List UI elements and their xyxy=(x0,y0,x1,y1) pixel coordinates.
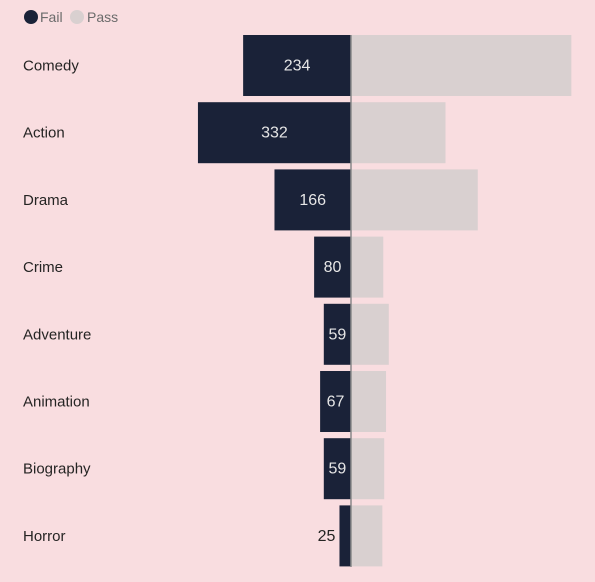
legend-marker-pass xyxy=(70,10,84,24)
bar-pass-crime xyxy=(351,236,384,298)
category-label: Adventure xyxy=(23,326,91,343)
bar-pass-adventure xyxy=(351,303,389,365)
bar-fail-horror xyxy=(339,505,351,567)
legend-marker-fail xyxy=(24,10,38,24)
category-label: Crime xyxy=(23,259,63,276)
data-label: 166 xyxy=(299,192,326,209)
legend-label-pass: Pass xyxy=(87,9,118,25)
bar-fail-comedy xyxy=(243,35,351,96)
bar-fail-animation xyxy=(320,371,351,432)
data-label: 234 xyxy=(284,58,311,75)
bar-pass-horror xyxy=(351,505,383,567)
data-label: 59 xyxy=(329,326,347,343)
bar-pass-animation xyxy=(351,371,387,432)
data-label: 67 xyxy=(327,394,345,411)
data-label: 80 xyxy=(324,259,342,276)
category-label: Action xyxy=(23,125,65,142)
bar-fail-action xyxy=(197,102,351,164)
bar-pass-action xyxy=(351,102,446,164)
bar-area xyxy=(197,35,572,567)
category-label: Drama xyxy=(23,192,69,209)
category-labels: Comedy 234 Action 332 Drama 166 Crime 80 Adventu… xyxy=(23,58,346,545)
bar-pass-biography xyxy=(351,438,385,500)
category-label: Biography xyxy=(23,461,91,478)
data-label: 25 xyxy=(318,528,336,545)
bar-pass-comedy xyxy=(351,35,572,96)
bar-fail-crime xyxy=(314,236,351,298)
bar-pass-drama xyxy=(351,169,478,231)
data-label: 59 xyxy=(329,461,347,478)
category-label: Animation xyxy=(23,394,90,411)
bar-fail-drama xyxy=(274,169,351,231)
bar-fail-adventure xyxy=(323,303,351,365)
chart-legend: Fail Pass xyxy=(24,9,118,25)
bar-fail-biography xyxy=(323,438,351,500)
category-label: Horror xyxy=(23,528,66,545)
category-label: Comedy xyxy=(23,58,79,75)
legend-label-fail: Fail xyxy=(40,9,63,25)
data-label: 332 xyxy=(261,125,288,142)
